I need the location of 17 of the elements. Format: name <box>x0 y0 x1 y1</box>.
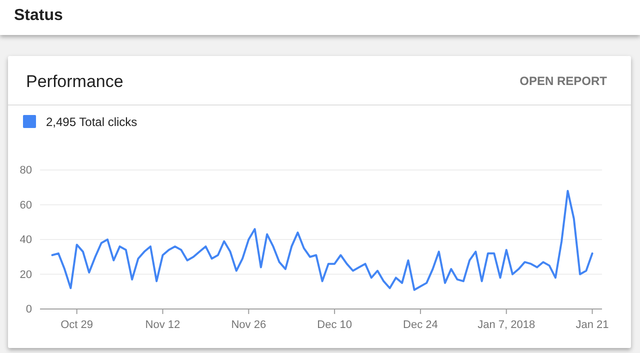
x-tick-label: Jan 7, 2018 <box>478 318 536 331</box>
chart-title: Performance <box>26 72 124 91</box>
x-tick-label: Oct 29 <box>60 318 94 331</box>
x-tick-label: Nov 26 <box>231 318 266 331</box>
x-tick-label: Dec 10 <box>317 318 352 331</box>
y-tick-label: 0 <box>26 304 32 316</box>
y-tick-label: 80 <box>20 164 32 177</box>
y-tick-label: 20 <box>20 268 32 281</box>
text: Status <box>14 7 63 24</box>
x-tick-label: Nov 12 <box>145 318 180 331</box>
text: OPEN REPORT <box>520 74 608 88</box>
legend-label: 2,495 Total clicks <box>46 115 138 129</box>
x-tick-label: Dec 24 <box>403 318 438 331</box>
x-tick-label: Jan 21 <box>576 318 609 331</box>
y-tick-label: 60 <box>20 199 32 212</box>
y-tick-label: 40 <box>20 234 32 246</box>
line-series <box>51 190 594 291</box>
